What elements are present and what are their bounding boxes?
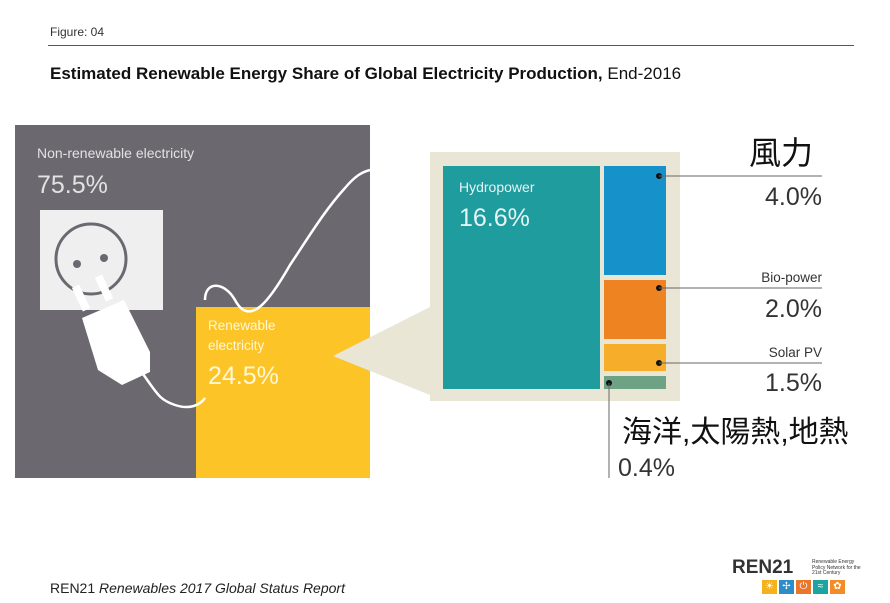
chart-title: Estimated Renewable Energy Share of Glob… — [50, 64, 681, 84]
wind-icon: ✢ — [779, 580, 794, 594]
ocean-value: 0.4% — [618, 454, 675, 482]
solar-value: 1.5% — [765, 369, 822, 397]
plug-icon — [71, 274, 207, 409]
solar-label: Solar PV — [769, 345, 822, 360]
ocean-tile — [604, 376, 666, 389]
renewable-label-line2: electricity — [208, 338, 265, 353]
wind-leader — [656, 173, 822, 179]
non-renewable-value: 75.5% — [37, 171, 108, 199]
bio-label: Bio-power — [761, 270, 822, 285]
sun-icon: ☀ — [762, 580, 777, 594]
renewable-block — [196, 307, 370, 478]
ocean-leader — [606, 380, 612, 478]
solar-leader — [656, 360, 822, 366]
ren21-logo: REN21 Renewable Energy Policy Network fo… — [732, 557, 861, 597]
footer-citation: REN21 Renewables 2017 Global Status Repo… — [50, 580, 345, 596]
leaf-icon: ✿ — [830, 580, 845, 594]
non-renewable-label: Non-renewable electricity — [37, 145, 194, 161]
logo-icons: ☀ ✢ ⏻ ≈ ✿ — [762, 580, 845, 594]
renewable-label-line1: Renewable — [208, 318, 276, 333]
callout-wedge — [333, 307, 430, 395]
solar-tile — [604, 344, 666, 371]
wave-icon: ≈ — [813, 580, 828, 594]
bio-tile — [604, 280, 666, 339]
hydropower-value: 16.6% — [459, 204, 530, 232]
logo-text: REN21 — [732, 557, 794, 578]
renewable-value: 24.5% — [208, 362, 279, 390]
ocean-label: 海洋,太陽熱,地熱 — [622, 416, 849, 449]
power-icon: ⏻ — [796, 580, 811, 594]
socket-icon — [40, 210, 163, 310]
wind-label: 風力 — [749, 135, 813, 171]
hydropower-label: Hydropower — [459, 179, 535, 195]
wind-value: 4.0% — [765, 183, 822, 211]
bio-value: 2.0% — [765, 295, 822, 323]
cable — [203, 168, 371, 313]
footer-org: REN21 — [50, 580, 96, 596]
hydropower-tile — [443, 166, 600, 389]
footer-report: Renewables 2017 Global Status Report — [99, 580, 345, 596]
logo-tagline: Renewable Energy Policy Network for the … — [812, 559, 861, 576]
chart-title-normal: End-2016 — [602, 64, 682, 83]
title-rule — [48, 45, 854, 46]
wind-tile — [604, 166, 666, 275]
bio-leader — [656, 285, 822, 291]
chart-title-bold: Estimated Renewable Energy Share of Glob… — [50, 64, 603, 83]
figure-label: Figure: 04 — [50, 25, 105, 39]
